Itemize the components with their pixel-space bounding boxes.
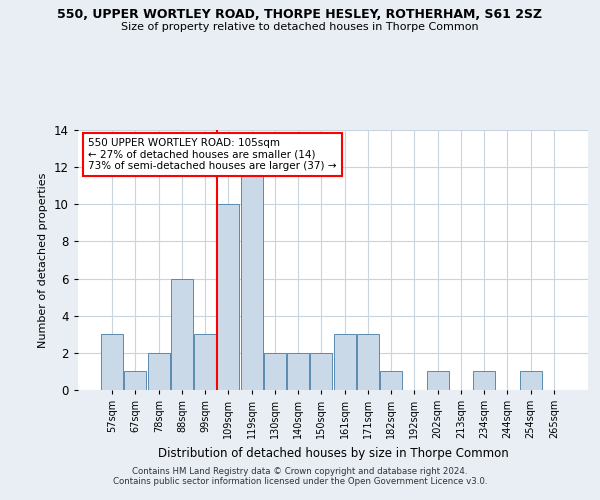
Text: Contains HM Land Registry data © Crown copyright and database right 2024.: Contains HM Land Registry data © Crown c… <box>132 467 468 476</box>
Text: 550, UPPER WORTLEY ROAD, THORPE HESLEY, ROTHERHAM, S61 2SZ: 550, UPPER WORTLEY ROAD, THORPE HESLEY, … <box>58 8 542 20</box>
Y-axis label: Number of detached properties: Number of detached properties <box>38 172 49 348</box>
Bar <box>310 353 332 390</box>
Bar <box>194 334 216 390</box>
Bar <box>241 167 263 390</box>
Bar <box>148 353 170 390</box>
Bar <box>124 372 146 390</box>
Bar <box>334 334 356 390</box>
Bar <box>427 372 449 390</box>
Bar <box>264 353 286 390</box>
Bar <box>520 372 542 390</box>
Text: Contains public sector information licensed under the Open Government Licence v3: Contains public sector information licen… <box>113 477 487 486</box>
Bar <box>357 334 379 390</box>
Bar <box>101 334 123 390</box>
Bar <box>287 353 309 390</box>
X-axis label: Distribution of detached houses by size in Thorpe Common: Distribution of detached houses by size … <box>158 446 508 460</box>
Bar <box>217 204 239 390</box>
Bar <box>171 278 193 390</box>
Bar <box>380 372 402 390</box>
Text: 550 UPPER WORTLEY ROAD: 105sqm
← 27% of detached houses are smaller (14)
73% of : 550 UPPER WORTLEY ROAD: 105sqm ← 27% of … <box>88 138 337 171</box>
Text: Size of property relative to detached houses in Thorpe Common: Size of property relative to detached ho… <box>121 22 479 32</box>
Bar <box>473 372 495 390</box>
